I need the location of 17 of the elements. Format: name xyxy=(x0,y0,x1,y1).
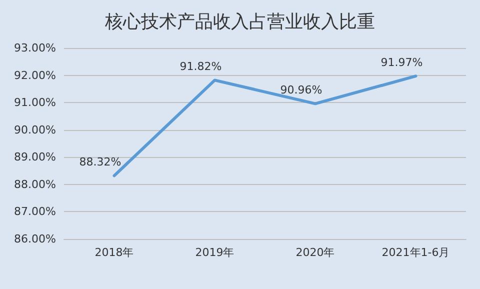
y-tick-label: 90.00% xyxy=(14,123,56,136)
chart-title: 核心技术产品收入占营业收入比重 xyxy=(104,12,375,32)
y-tick-label: 91.00% xyxy=(14,96,56,110)
x-tick-label: 2018年 xyxy=(94,246,134,259)
data-label: 88.32% xyxy=(79,156,122,169)
x-tick-label: 2019年 xyxy=(195,246,234,259)
y-tick-label: 88.00% xyxy=(14,178,56,191)
data-label: 90.96% xyxy=(280,84,322,97)
x-tick-label: 2020年 xyxy=(296,246,335,259)
data-label: 91.97% xyxy=(380,56,423,70)
y-tick-label: 92.00% xyxy=(14,68,56,82)
y-tick-label: 87.00% xyxy=(14,205,56,218)
y-tick-label: 86.00% xyxy=(14,232,56,246)
y-tick-label: 89.00% xyxy=(14,150,56,164)
x-tick-label: 2021年1-6月 xyxy=(382,246,450,259)
data-label: 91.82% xyxy=(180,60,222,74)
y-tick-label: 93.00% xyxy=(14,42,56,54)
